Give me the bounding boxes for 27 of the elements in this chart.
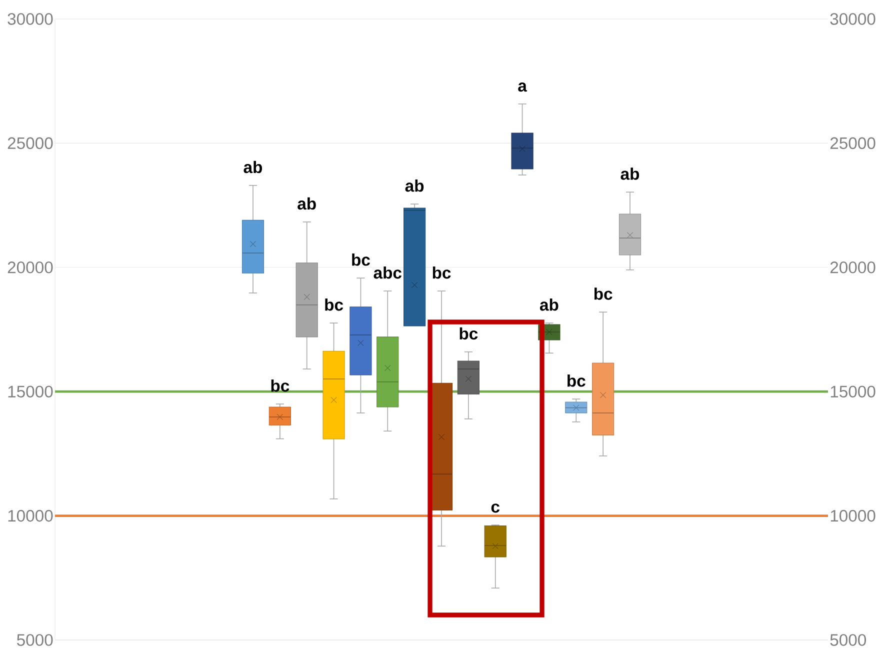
y-tick-label: 25000 [8,137,53,150]
annotation: bc [568,374,586,387]
y2-tick-label: 5000 [830,634,866,646]
y2-tick-label: 10000 [830,510,876,522]
annotation: bc [352,254,370,266]
annotation: ab [405,180,424,192]
y-tick-label: 10000 [8,510,53,522]
y-tick-label: 15000 [8,386,53,398]
y-tick-label: 5000 [16,634,53,646]
y-tick-label: 30000 [8,13,53,25]
annotation: bc [594,288,612,300]
annotation: bc [325,298,344,311]
annotation: a [518,82,528,92]
annotation: ab [620,168,640,180]
y2-tick-label: 20000 [830,262,876,274]
annotation: ab [540,298,558,311]
y2-tick-label: 30000 [830,13,876,25]
annotation: c [491,504,500,513]
y2-tick-label: 25000 [830,137,876,150]
y-tick-label: 20000 [8,262,53,274]
annotation: ab [244,160,262,174]
annotation: ab [298,197,316,210]
annotation: bc [271,379,290,392]
annotation: bc [460,327,478,340]
annotation: abc [374,266,402,279]
y2-tick-label: 15000 [830,386,876,398]
annotation: bc [432,266,451,279]
